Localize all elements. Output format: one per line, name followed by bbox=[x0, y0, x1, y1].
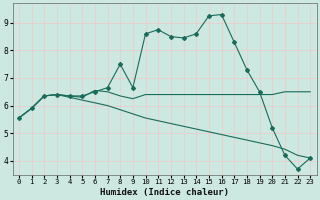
X-axis label: Humidex (Indice chaleur): Humidex (Indice chaleur) bbox=[100, 188, 229, 197]
